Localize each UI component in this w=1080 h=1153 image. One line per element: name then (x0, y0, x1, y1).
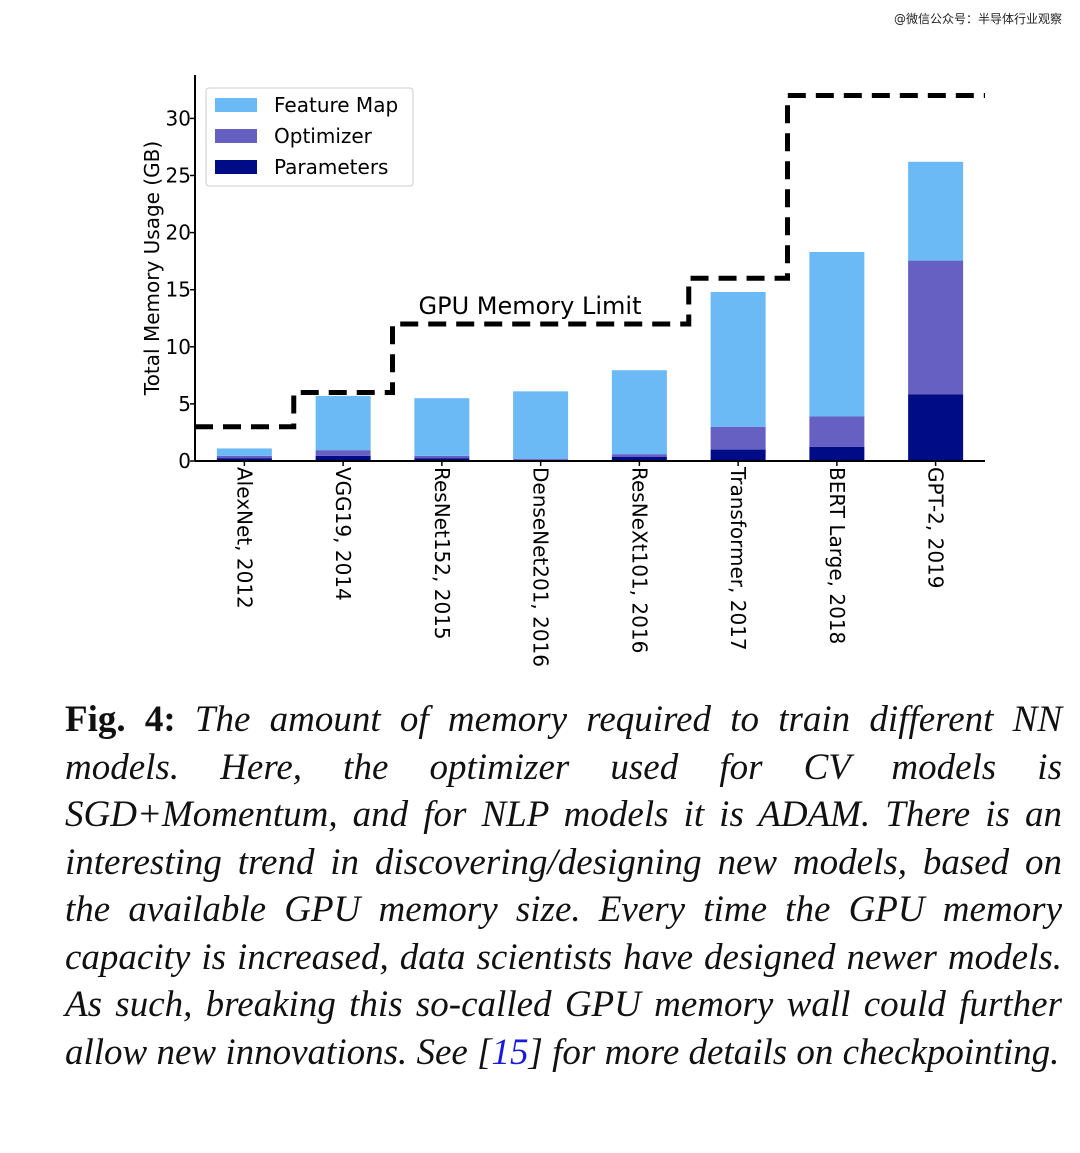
bar-feature-map (908, 161, 964, 261)
x-tick-label: DenseNet201, 2016 (529, 467, 553, 667)
x-tick-label: ResNeXt101, 2016 (627, 467, 651, 653)
bar-feature-map (414, 398, 470, 456)
gpu-memory-limit-label: GPU Memory Limit (419, 292, 642, 320)
bar-feature-map (809, 252, 865, 417)
citation-link[interactable]: 15 (491, 1031, 529, 1073)
bar-feature-map (513, 391, 569, 459)
bar-optimizer (414, 455, 470, 459)
caption-text: The amount of memory required to train d… (65, 699, 1062, 1073)
legend-label: Optimizer (274, 124, 373, 148)
legend-swatch (215, 98, 257, 112)
bar-optimizer (809, 416, 865, 447)
memory-usage-chart: AlexNet, 2012 VGG19, 2014 ResNet152, 2015 D… (140, 75, 985, 667)
x-tick-label: ResNet152, 2015 (430, 467, 454, 640)
y-tick-label: 30 (166, 106, 191, 130)
y-axis-label: Total Memory Usage (GB) (140, 141, 164, 396)
y-tick-label: 20 (166, 221, 191, 245)
gpu-memory-limit-line (195, 93, 985, 430)
y-tick-label: 0 (178, 449, 191, 473)
x-tick-label: Transformer, 2017 (726, 466, 750, 651)
bar-optimizer (908, 260, 964, 395)
bar-optimizer (216, 455, 272, 459)
bar-parameters (611, 457, 667, 461)
legend-label: Feature Map (274, 93, 398, 117)
legend-label: Parameters (274, 155, 388, 179)
bar-parameters (710, 449, 766, 461)
bar-parameters (809, 446, 865, 461)
legend-swatch (215, 160, 257, 174)
y-tick-label: 5 (178, 392, 191, 416)
bar-parameters (216, 458, 272, 461)
watermark: @微信公众号：半导体行业观察 (893, 12, 1062, 26)
y-tick-label: 25 (166, 163, 191, 187)
caption-text-end: ] for more details on checkpointing. (528, 1031, 1060, 1073)
bar-optimizer (611, 454, 667, 458)
bar-optimizer (710, 426, 766, 450)
bar-optimizer (315, 450, 371, 456)
figure-label: Fig. 4: (65, 699, 176, 740)
bar-optimizer (513, 458, 569, 460)
x-tick-label: BERT Large, 2018 (825, 467, 849, 644)
bar-parameters (315, 455, 371, 461)
bar-feature-map (611, 370, 667, 455)
bar-parameters (908, 394, 964, 461)
legend (205, 87, 414, 187)
bar-feature-map (216, 448, 272, 456)
x-tick-label: VGG19, 2014 (331, 467, 355, 601)
figure-caption: Fig. 4: The amount of memory required to… (65, 696, 1062, 1076)
y-tick-label: 15 (166, 278, 191, 302)
bar-feature-map (710, 291, 766, 427)
bar-feature-map (315, 395, 371, 451)
legend-swatch (215, 129, 257, 143)
bar-parameters (414, 458, 470, 461)
y-tick-label: 10 (166, 335, 191, 359)
x-tick-label: GPT-2, 2019 (924, 467, 948, 589)
x-tick-label: AlexNet, 2012 (232, 467, 256, 609)
